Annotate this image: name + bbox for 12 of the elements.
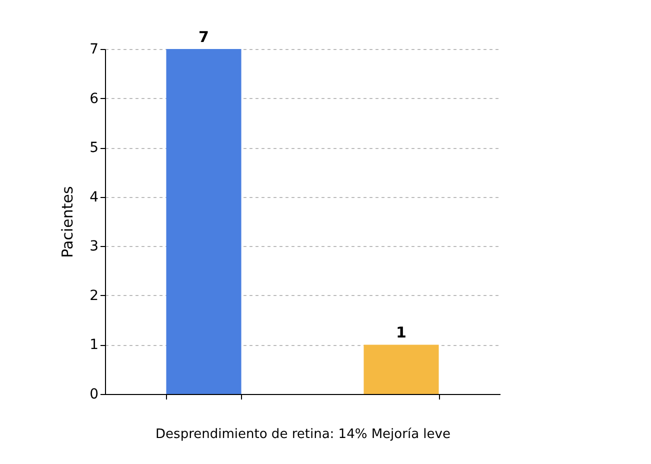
y-tick-label: 4 (90, 189, 99, 206)
y-tick-label: 2 (90, 288, 98, 304)
x-axis-title: Desprendimiento de retina: 14% Mejoría leve (156, 427, 450, 442)
y-axis-title: Pacientes (58, 186, 77, 258)
data-label: 7 (198, 28, 209, 46)
data-label: 1 (396, 324, 406, 342)
y-tick-label: 6 (90, 90, 99, 107)
y-tick-label: 7 (90, 42, 98, 58)
y-tick-label: 3 (90, 238, 98, 255)
y-tick-label: 5 (90, 140, 98, 156)
y-tick-label: 0 (90, 386, 98, 402)
y-tick-label: 1 (90, 337, 98, 354)
